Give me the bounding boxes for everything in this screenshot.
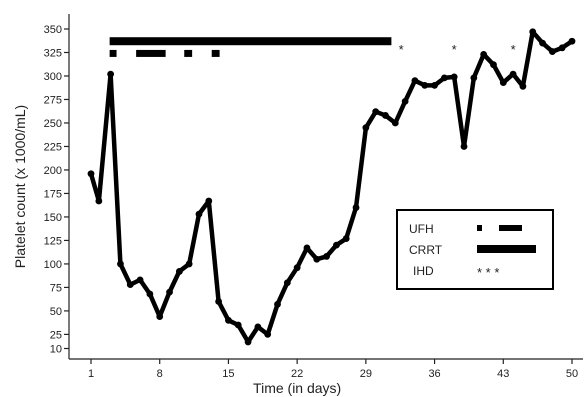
x-tick-label: 22 [291,368,303,380]
legend-crrt-bar [477,245,536,253]
x-tick-label: 36 [428,368,440,380]
data-point [126,281,134,288]
data-point [548,48,556,55]
y-tick-label: 225 [44,141,62,153]
legend-ihd-symbol: * * * [477,265,499,280]
data-point [107,70,115,78]
data-point [519,82,527,90]
y-axis-title: Platelet count (x 1000/mL) [12,105,28,268]
data-point [382,112,389,119]
data-point [274,300,281,308]
data-point [391,119,399,127]
treatment-bars: * * * [109,37,516,57]
data-point [323,253,330,260]
data-point [225,316,232,324]
data-point [509,70,517,78]
x-tick-label: 43 [497,368,509,380]
data-point [342,235,350,242]
ufh-bar [184,49,193,57]
ufh-bar [109,49,117,57]
platelet-line [88,29,575,345]
data-point [411,77,419,85]
x-tick-label: 8 [157,368,163,380]
y-tick-label: 200 [44,165,62,177]
data-point [264,331,272,338]
data-point [352,204,360,211]
y-tick-label: 50 [50,306,62,318]
ufh-bar [136,49,166,57]
legend-label-crrt: CRRT [409,243,443,257]
x-tick-label: 1 [88,368,94,380]
data-point [146,290,154,298]
y-tick-label: 325 [44,47,62,59]
data-point [460,143,468,150]
data-point [87,170,95,178]
data-point [529,28,537,36]
data-point [293,264,301,272]
legend-label-ihd: IHD [413,264,434,278]
data-point [95,197,103,205]
data-point [195,210,203,218]
data-point [539,39,546,47]
y-tick-label: 150 [44,212,62,224]
ihd-marker: * [511,42,516,57]
axes: 1025507510012515017520022525027530032535… [44,14,583,380]
data-point [372,108,380,116]
data-point [254,323,262,331]
y-tick-label: 300 [44,71,62,83]
x-ticks: 1 8 15 22 29 36 43 50 [88,359,578,380]
data-point [205,197,213,205]
y-tick-label: 75 [50,282,62,294]
y-tick-label: 100 [44,259,62,271]
x-tick-label: 15 [222,368,234,380]
data-point [470,74,478,82]
y-tick-label: 25 [50,329,62,341]
data-point [401,97,409,105]
y-tick-label: 175 [44,188,62,200]
data-point [568,37,576,45]
data-point [234,321,242,329]
data-point [166,288,173,296]
data-point [175,268,183,275]
data-point [185,260,193,268]
data-point [244,338,252,346]
data-point [558,44,566,52]
y-tick-label: 10 [50,344,62,356]
y-ticks: 10 25 50 75 100 125 150 175 200 225 250 275 300 325 35… [44,24,69,356]
data-point [490,61,497,69]
data-point [450,73,458,81]
data-point [303,244,311,252]
data-point [431,81,438,89]
x-tick-label: 29 [360,368,372,380]
legend: UFH CRRT IHD * * * [396,209,554,290]
legend-ufh-dash [499,225,522,231]
data-point [362,124,370,132]
data-point [117,260,124,268]
data-point [136,276,144,284]
data-point [313,255,321,263]
ihd-marker: * [399,42,404,57]
data-point [156,313,164,320]
ihd-marker: * [452,42,457,57]
ufh-bar [211,49,220,57]
data-point [421,81,429,89]
data-point [480,50,488,58]
crrt-bar [109,37,392,46]
data-point [440,74,448,82]
data-point [215,298,223,305]
series [87,28,576,346]
x-tick-label: 50 [566,368,578,380]
legend-label-ufh: UFH [409,222,434,236]
x-axis-title: Time (in days) [253,380,341,396]
data-point [333,241,340,249]
data-point [499,79,507,86]
y-tick-label: 125 [44,235,62,247]
legend-ufh-dash [477,225,482,231]
data-point [283,279,291,287]
y-tick-label: 250 [44,118,62,130]
y-tick-label: 275 [44,94,62,106]
y-tick-label: 350 [44,24,62,36]
